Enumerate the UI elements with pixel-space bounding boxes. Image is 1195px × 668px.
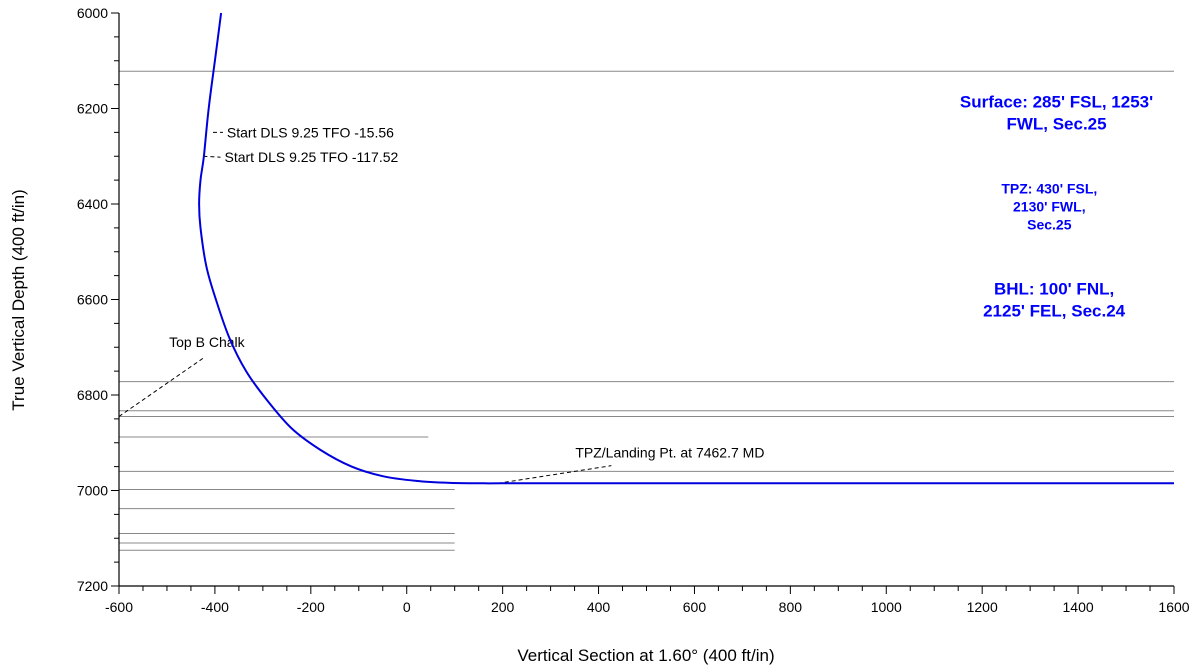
annotation-label: Top B Chalk [169,334,245,350]
x-tick-label: -200 [297,599,325,615]
x-tick-label: -600 [105,599,133,615]
formation-lines-group [119,70,1174,551]
wellpath-line [198,12,1175,485]
annotation-label: TPZ/Landing Pt. at 7462.7 MD [575,445,764,461]
x-tick-label: 1200 [967,599,998,615]
x-tick-label: 1600 [1158,599,1189,615]
x-tick-label: 400 [587,599,611,615]
annotations-group: Start DLS 9.25 TFO -15.56 Start DLS 9.25 … [118,124,764,484]
annotation-leader [118,356,206,417]
x-tick-label: 800 [779,599,803,615]
location-label: TPZ: 430' FSL, 2130' FWL, Sec.25 [1001,180,1097,232]
x-tick-label: -400 [201,599,229,615]
location-label-line: 2125' FEL, Sec.24 [983,302,1126,321]
location-label-line: FWL, Sec.25 [1006,115,1106,134]
location-label: BHL: 100' FNL, 2125' FEL, Sec.24 [983,280,1126,321]
location-label-line: Surface: 285' FSL, 1253' [960,93,1153,112]
x-tick-label: 0 [403,599,411,615]
location-label-line: Sec.25 [1027,216,1072,232]
y-tick-label: 6000 [77,5,108,21]
x-tick-label: 200 [491,599,515,615]
annotation-label: Start DLS 9.25 TFO -15.56 [227,124,394,140]
x-tick-label: 1000 [871,599,902,615]
annotation-leader [497,465,612,484]
annotation-label: Start DLS 9.25 TFO -117.52 [225,149,399,165]
location-label-line: 2130' FWL, [1013,198,1086,214]
x-axis-title: Vertical Section at 1.60° (400 ft/in) [517,646,774,665]
x-tick-label: 600 [683,599,707,615]
x-tick-label: 1400 [1063,599,1094,615]
y-tick-label: 6800 [77,387,108,403]
location-label: Surface: 285' FSL, 1253' FWL, Sec.25 [960,93,1153,134]
y-tick-label: 6400 [77,196,108,212]
y-axis-title: True Vertical Depth (400 ft/in) [9,189,28,410]
y-tick-label: 7000 [77,483,108,499]
y-tick-label: 6200 [77,101,108,117]
y-tick-label: 7200 [77,578,108,594]
wellpath-group [198,12,1175,485]
location-labels-group: Surface: 285' FSL, 1253' FWL, Sec.25 TPZ: … [960,93,1153,321]
y-tick-label: 6600 [77,292,108,308]
annotation-leader [203,155,221,158]
location-label-line: TPZ: 430' FSL, [1001,180,1097,196]
location-label-line: BHL: 100' FNL, [994,280,1114,299]
